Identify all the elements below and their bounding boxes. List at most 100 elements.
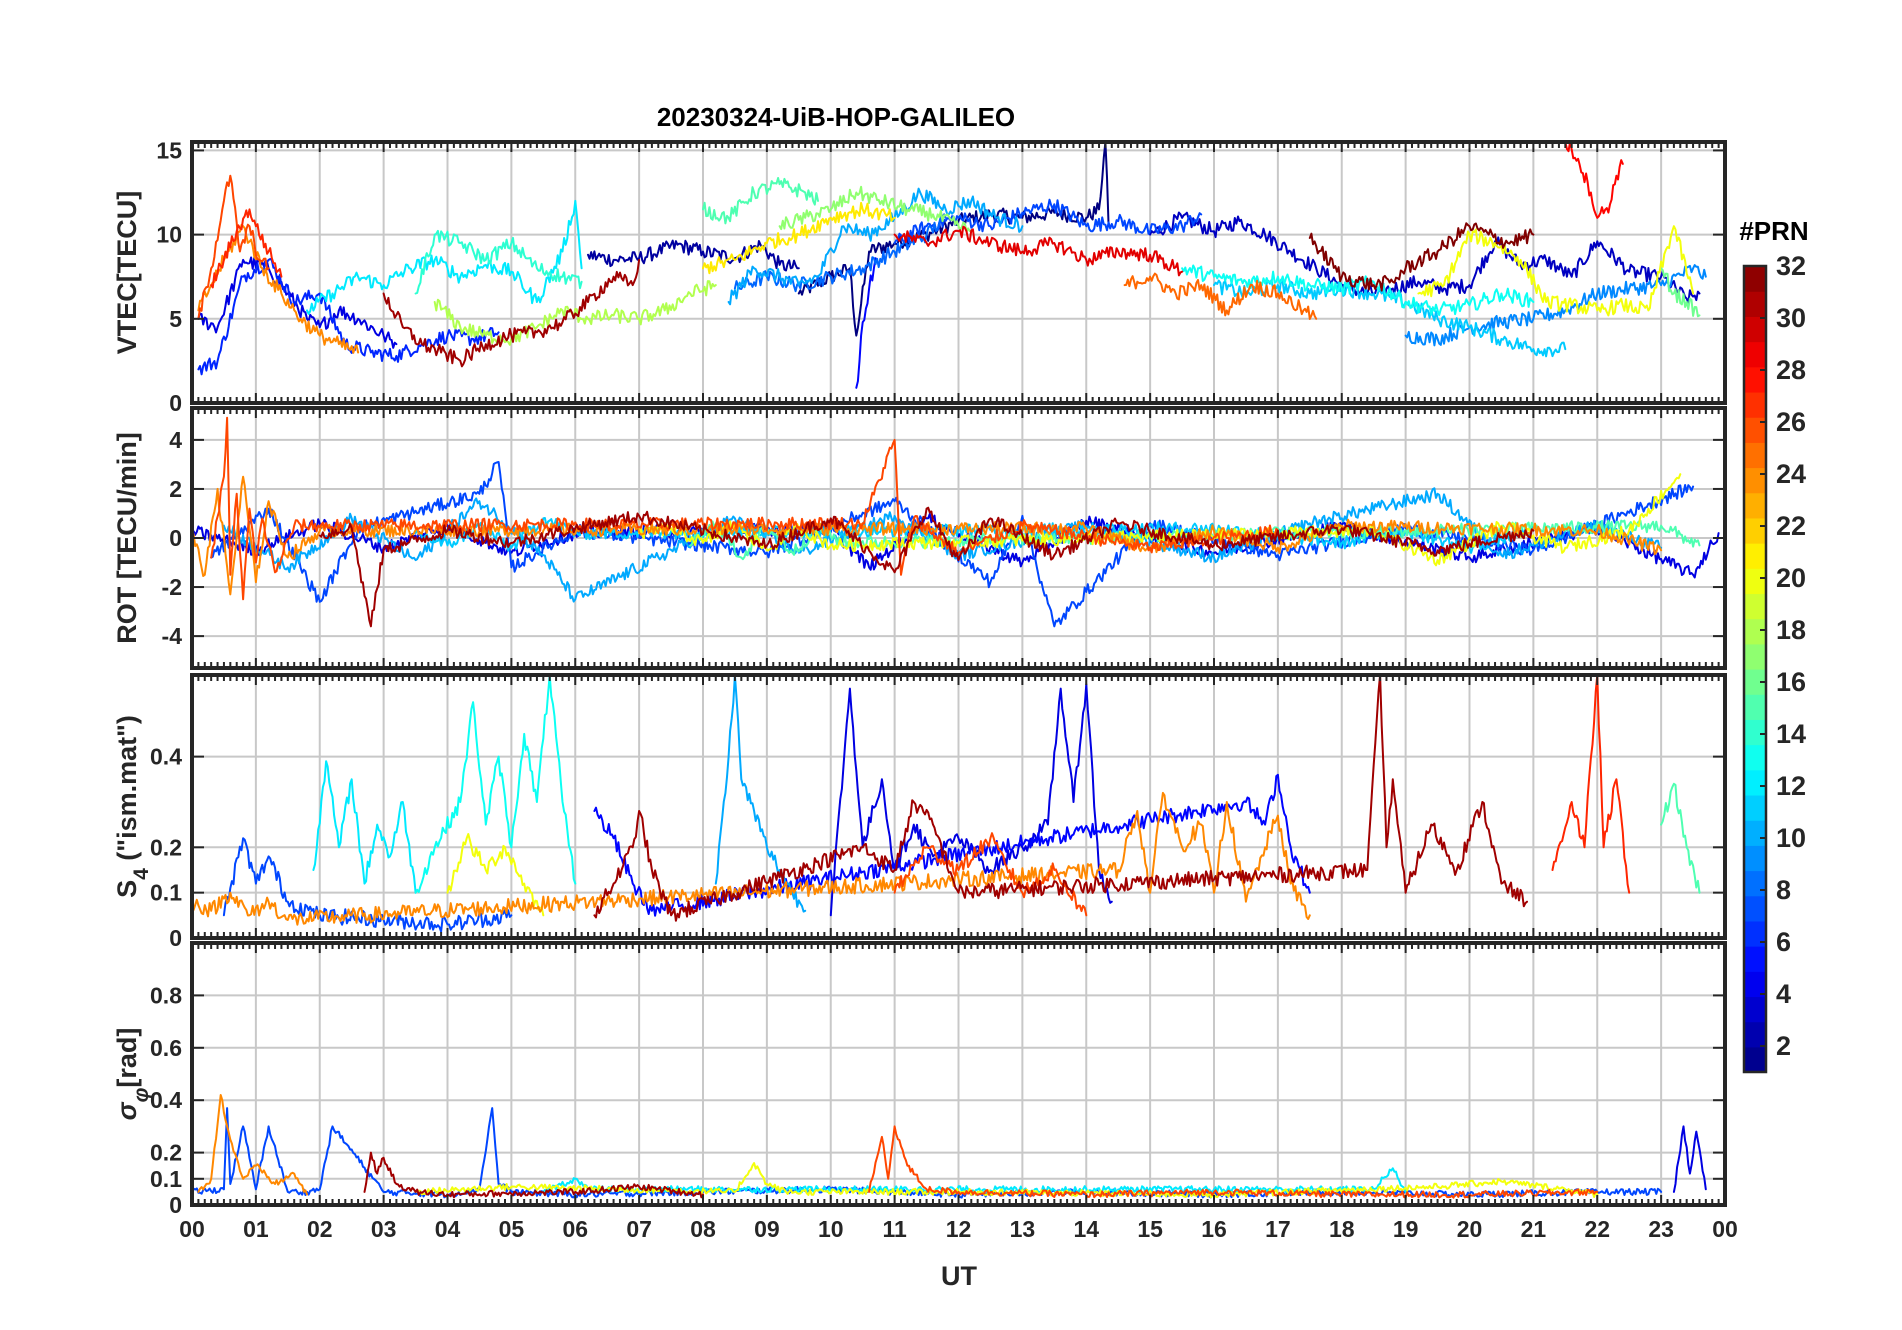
series-prn-27 xyxy=(1551,675,1631,894)
panel-rot: -4 -2 0 2 4 ROT [TECU/min] xyxy=(112,406,1727,670)
y-tick-label: 0.8 xyxy=(150,982,182,1008)
series-prn-4 xyxy=(1672,1125,1707,1193)
y-tick-label: -2 xyxy=(162,574,182,600)
y-tick-label: 0 xyxy=(169,525,182,551)
colorbar-swatch xyxy=(1744,291,1766,317)
panel-vtec: 0 5 10 15 VTEC[TECU] xyxy=(112,137,1727,416)
series-prn-26 xyxy=(197,174,270,320)
colorbar-tick-label: 2 xyxy=(1776,1031,1791,1061)
series-prn-26 xyxy=(868,1125,1599,1199)
y-tick-label: 5 xyxy=(169,306,182,332)
y-axis-label: VTEC[TECU] xyxy=(112,191,142,355)
colorbar-swatch xyxy=(1744,1046,1766,1073)
y-tick-label: 0.2 xyxy=(150,1140,182,1166)
colorbar-swatch xyxy=(1744,341,1766,368)
colorbar-tick-label: 26 xyxy=(1776,407,1806,437)
colorbar-swatch xyxy=(1744,669,1766,695)
colorbar-swatch xyxy=(1744,366,1766,393)
colorbar-swatch xyxy=(1744,492,1766,519)
y-tick-label: 0 xyxy=(169,390,182,416)
colorbar-tick-label: 20 xyxy=(1776,563,1806,593)
y-tick-label: 0 xyxy=(169,925,182,951)
y-tick-label: 10 xyxy=(156,222,182,248)
x-tick-label: 04 xyxy=(435,1216,461,1242)
colorbar-title: #PRN xyxy=(1739,216,1808,246)
colorbar-tick-label: 24 xyxy=(1776,459,1806,489)
colorbar-swatch xyxy=(1744,568,1766,595)
colorbar-tick-label: 14 xyxy=(1776,719,1806,749)
colorbar-swatch xyxy=(1744,845,1766,872)
x-tick-label: 20 xyxy=(1457,1216,1483,1242)
y-tick-label: 15 xyxy=(156,137,182,163)
series-prn-5 xyxy=(855,257,877,389)
x-tick-label: 06 xyxy=(562,1216,588,1242)
panel-s4: 00.10.20.4S4 ("ism.mat") xyxy=(112,673,1727,951)
colorbar-swatch xyxy=(1744,769,1766,796)
x-tick-label: 09 xyxy=(754,1216,780,1242)
y-tick-label: 0.6 xyxy=(150,1035,182,1061)
series-prn-3 xyxy=(1149,211,1701,304)
y-axis-label: σφ[rad] xyxy=(112,1028,153,1121)
series-prn-20 xyxy=(446,833,545,917)
series-prn-31 xyxy=(318,506,1535,628)
x-tick-label: 23 xyxy=(1648,1216,1674,1242)
colorbar-swatch xyxy=(1744,543,1766,569)
x-tick-label: 15 xyxy=(1137,1216,1163,1242)
panel-ticks xyxy=(191,943,1726,1206)
y-axis-label: S4 ("ism.mat") xyxy=(112,715,153,898)
series-prn-15 xyxy=(1660,782,1701,894)
y-axis-label-main: S xyxy=(112,880,142,898)
series-prn-32 xyxy=(1308,222,1535,292)
y-tick-label: 0.1 xyxy=(150,1166,182,1192)
series-prn-21 xyxy=(702,201,896,275)
x-tick-label: 05 xyxy=(499,1216,525,1242)
series-prn-4 xyxy=(197,256,398,349)
y-axis-label-main: σ xyxy=(112,1101,142,1120)
x-tick-label: 19 xyxy=(1393,1216,1419,1242)
series-prn-4 xyxy=(829,683,1113,917)
y-axis-label-rest: ("ism.mat") xyxy=(112,715,142,868)
x-tick-label: 17 xyxy=(1265,1216,1291,1242)
x-tick-label: 16 xyxy=(1201,1216,1227,1242)
y-tick-label: -4 xyxy=(162,623,183,649)
panel-ticks xyxy=(191,142,1726,404)
colorbar-frame xyxy=(1742,264,1768,1074)
panel-ticks xyxy=(191,675,1726,939)
panel-series xyxy=(197,142,1707,389)
colorbar-tick-label: 12 xyxy=(1776,771,1806,801)
y-axis-label-sub: 4 xyxy=(130,868,153,880)
colorbar-swatch xyxy=(1744,870,1766,897)
colorbar-swatch xyxy=(1744,971,1766,998)
colorbar-swatch xyxy=(1744,895,1766,922)
series-prn-29 xyxy=(893,225,1184,277)
series-prn-17 xyxy=(778,185,973,233)
series-prn-14 xyxy=(414,229,583,295)
series-prn-5 xyxy=(593,773,1311,917)
colorbar-swatch xyxy=(1744,467,1766,494)
panel-sigma: 00.10.2 0.4 0.6 0.8 σφ[rad] 00 01 02 03 04 05 06 07 0… xyxy=(112,941,1738,1242)
x-tick-label: 12 xyxy=(946,1216,972,1242)
x-tick-label: 03 xyxy=(371,1216,397,1242)
series-prn-13 xyxy=(414,675,577,894)
x-tick-label: 02 xyxy=(307,1216,333,1242)
series-prn-25 xyxy=(1123,272,1318,320)
colorbar-swatch xyxy=(1744,316,1766,343)
x-tick-label: 18 xyxy=(1329,1216,1355,1242)
series-prn-7 xyxy=(893,198,1203,244)
y-tick-label: 0.2 xyxy=(150,834,182,860)
series-prn-6 xyxy=(197,258,500,376)
colorbar-tick-label: 18 xyxy=(1776,615,1806,645)
colorbar-swatch xyxy=(1744,517,1766,544)
colorbar-swatch xyxy=(1744,417,1766,443)
series-prn-9 xyxy=(1404,264,1707,347)
colorbar-swatch xyxy=(1744,820,1766,846)
chart-title: 20230324-UiB-HOP-GALILEO xyxy=(657,102,1015,132)
series-prn-20 xyxy=(1417,225,1695,317)
series-prn-24 xyxy=(192,791,1311,926)
colorbar-tick-label: 30 xyxy=(1776,303,1806,333)
x-tick-label: 21 xyxy=(1521,1216,1547,1242)
series-prn-26 xyxy=(893,832,1088,917)
colorbar-swatch xyxy=(1744,593,1766,620)
